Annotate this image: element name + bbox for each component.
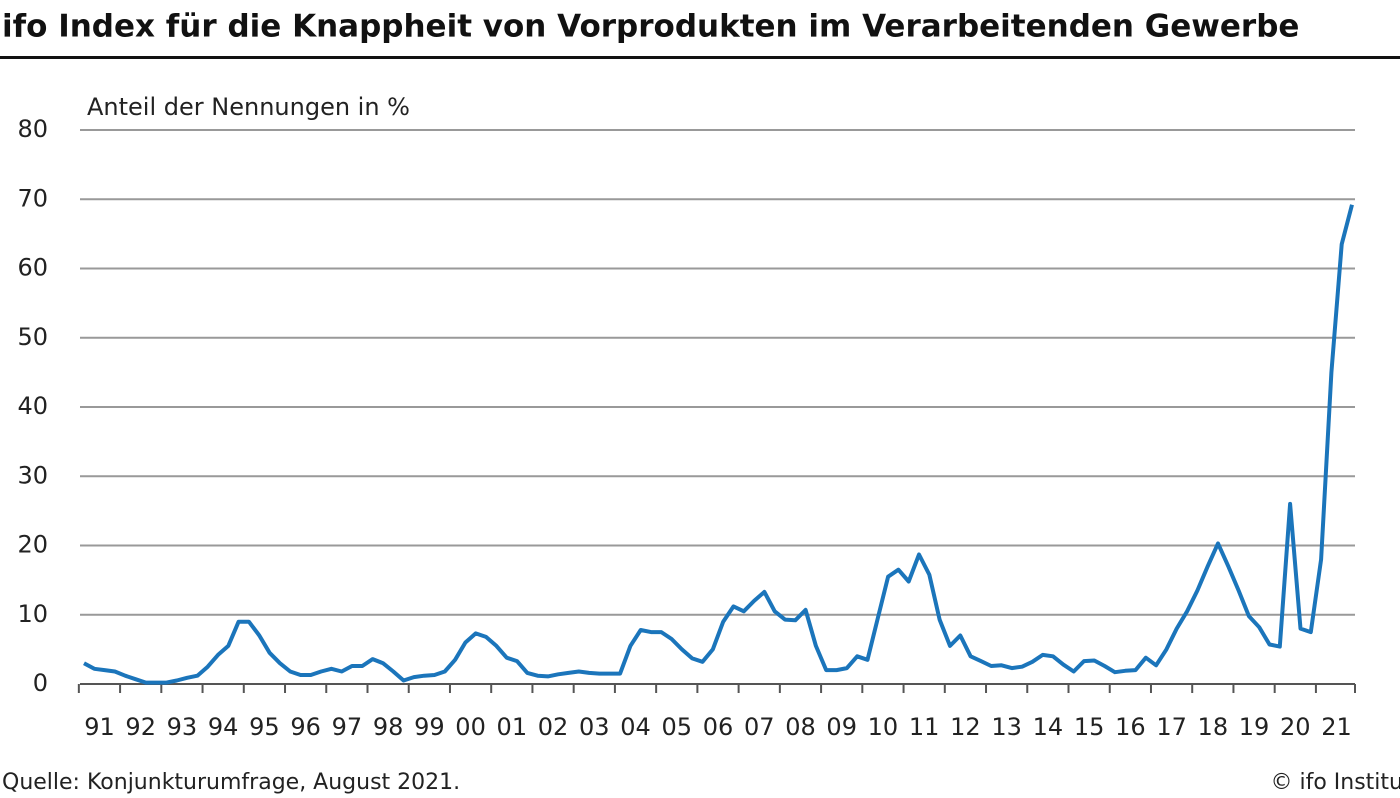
x-tick-label: 95 <box>249 713 280 741</box>
x-tick-label: 05 <box>661 713 692 741</box>
x-tick-label: 06 <box>703 713 734 741</box>
y-axis-label: Anteil der Nennungen in % <box>87 93 410 121</box>
y-tick-label: 30 <box>17 461 48 489</box>
x-tick-label: 11 <box>909 713 940 741</box>
y-tick-label: 0 <box>33 669 48 697</box>
y-tick-label: 20 <box>17 531 48 559</box>
x-tick-label: 12 <box>950 713 981 741</box>
x-tick-label: 07 <box>744 713 775 741</box>
x-tick-label: 16 <box>1115 713 1146 741</box>
x-tick-label: 08 <box>785 713 816 741</box>
x-tick-label: 00 <box>455 713 486 741</box>
x-tick-label: 17 <box>1156 713 1187 741</box>
x-tick-label: 91 <box>84 713 115 741</box>
y-tick-label: 50 <box>17 323 48 351</box>
x-tick-label: 01 <box>497 713 528 741</box>
y-tick-label: 70 <box>17 184 48 212</box>
x-tick-label: 19 <box>1239 713 1270 741</box>
x-tick-label: 94 <box>208 713 239 741</box>
x-tick-label: 18 <box>1198 713 1229 741</box>
x-tick-label: 99 <box>414 713 445 741</box>
x-tick-label: 15 <box>1074 713 1105 741</box>
x-tick-label: 96 <box>290 713 321 741</box>
chart-title: ifo Index für die Knappheit von Vorprodu… <box>2 9 1299 45</box>
x-tick-label: 09 <box>826 713 857 741</box>
line <box>83 204 1354 685</box>
x-tick-label: 13 <box>991 713 1022 741</box>
credit: © ifo Institut <box>1270 770 1400 795</box>
x-tick-label: 10 <box>868 713 899 741</box>
x-tick-label: 04 <box>620 713 651 741</box>
source: Quelle: Konjunkturumfrage, August 2021. <box>2 770 460 795</box>
y-tick-label: 80 <box>17 115 48 143</box>
x-tick-label: 93 <box>167 713 198 741</box>
title-rule <box>0 56 1400 59</box>
y-tick-label: 40 <box>17 392 48 420</box>
y-tick-label: 60 <box>17 254 48 282</box>
x-tick-label: 03 <box>579 713 610 741</box>
x-tick-label: 21 <box>1321 713 1352 741</box>
x-tick-label: 92 <box>125 713 156 741</box>
x-tick-label: 14 <box>1033 713 1064 741</box>
y-tick-label: 10 <box>17 600 48 628</box>
x-tick-label: 98 <box>373 713 404 741</box>
x-tick-label: 97 <box>332 713 363 741</box>
x-tick-label: 20 <box>1280 713 1311 741</box>
x-tick-label: 02 <box>538 713 569 741</box>
